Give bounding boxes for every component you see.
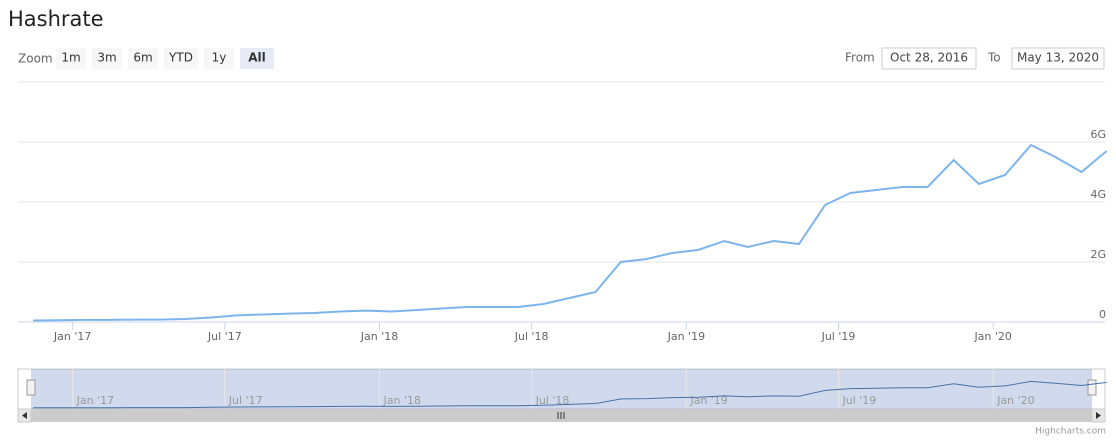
zoom-label: Zoom <box>18 52 53 66</box>
navigator-tick-label: Jan '18 <box>382 394 420 407</box>
to-input[interactable] <box>1011 47 1105 70</box>
navigator-tick-label: Jan '17 <box>76 394 114 407</box>
navigator-handle[interactable] <box>1087 379 1097 396</box>
from-input[interactable] <box>881 47 977 70</box>
zoom-button-label[interactable]: 3m <box>97 51 116 65</box>
zoom-button-label[interactable]: 6m <box>133 51 152 65</box>
zoom-button-label[interactable]: 1y <box>212 51 227 65</box>
zoom-button[interactable] <box>204 48 234 69</box>
zoom-button[interactable] <box>92 48 122 69</box>
x-tick-label: Jan '19 <box>667 330 705 343</box>
to-value[interactable]: May 13, 2020 <box>1017 51 1099 65</box>
series-line <box>33 143 1108 322</box>
chart-title: Hashrate <box>8 7 104 31</box>
x-tick-label: Jan '17 <box>53 330 91 343</box>
scroll-left-arrow <box>22 412 27 419</box>
navigator-tick-label: Jul '17 <box>228 394 263 407</box>
zoom-button-label[interactable]: All <box>248 51 266 65</box>
zoom-button-label[interactable]: YTD <box>168 51 193 65</box>
from-value[interactable]: Oct 28, 2016 <box>890 51 968 65</box>
scroll-right-arrow <box>1096 412 1101 419</box>
to-label: To <box>987 51 1001 65</box>
navigator-handle[interactable] <box>26 379 36 396</box>
x-tick-label: Jul '18 <box>514 330 549 343</box>
navigator-tick-label: Jul '18 <box>535 394 570 407</box>
y-tick-label: 2G <box>1090 248 1106 261</box>
y-tick-label: 6G <box>1090 128 1106 141</box>
credits[interactable]: Highcharts.com <box>1035 427 1106 437</box>
zoom-button-label[interactable]: 1m <box>61 51 80 65</box>
navigator-tick-label: Jan '20 <box>996 394 1034 407</box>
x-tick-label: Jul '17 <box>207 330 242 343</box>
x-tick-label: Jan '18 <box>360 330 398 343</box>
y-tick-label: 0 <box>1099 308 1106 321</box>
navigator-tick-label: Jul '19 <box>842 394 877 407</box>
navigator-selection[interactable] <box>31 369 1092 409</box>
zoom-button[interactable] <box>240 48 274 69</box>
zoom-button[interactable] <box>164 48 198 69</box>
y-tick-label: 4G <box>1090 188 1106 201</box>
zoom-button[interactable] <box>56 48 86 69</box>
navigator-line <box>33 380 1107 409</box>
x-tick-label: Jul '19 <box>821 330 856 343</box>
from-label: From <box>845 51 875 65</box>
x-tick-label: Jan '20 <box>973 330 1011 343</box>
zoom-button[interactable] <box>128 48 158 69</box>
